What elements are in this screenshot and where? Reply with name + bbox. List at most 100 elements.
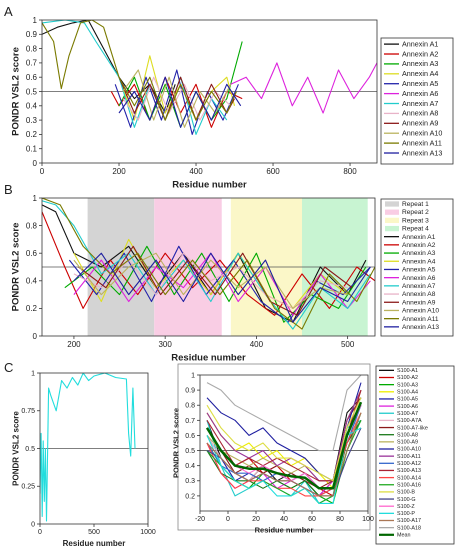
panel-c-main-chart-x-tick-label-2: 500 (88, 529, 100, 536)
panel-a-chart-y-tick-label-2: 0.1 (26, 145, 38, 154)
panel-a-legend-entry-3: Annexin A3 (402, 59, 438, 68)
panel-c-inset-chart-series-line-18 (206, 397, 362, 482)
panel-b-chart-series-group (42, 198, 375, 330)
panel-c-inset-chart-y-tick-label-3: 0.4 (185, 463, 195, 470)
panel-a-legend-entry-12: Annexin A13 (402, 148, 442, 157)
panel-c-legend-entry-15: S100-A13 (397, 468, 421, 474)
panel-b-chart-x-axis-label: Residue number (171, 353, 246, 364)
panel-c-legend-entry-1: S100-A1 (397, 368, 418, 374)
panel-c-inset-chart-y-tick-label-7: 0.8 (185, 403, 195, 410)
panel-c-inset-chart-x-tick-label-1: -20 (195, 516, 205, 523)
panel-b-legend-entry-14: Annexin A10 (402, 308, 439, 315)
panel-b-legend-band-swatch-4 (385, 225, 399, 232)
panel-c-inset-chart-x-tick-label-5: 60 (308, 516, 316, 523)
panel-label-b: B (4, 182, 13, 197)
panel-b-chart-x-tick-label-1: 200 (67, 340, 81, 349)
panel-c-legend-entry-17: S100-A16 (397, 482, 421, 488)
panel-b-chart-y-tick-label-4: 0.6 (26, 249, 38, 258)
panel-b-legend-entry-4: Repeat 4 (402, 226, 429, 233)
panel-b-chart-y-tick-label-2: 0.2 (26, 304, 38, 313)
panel-a-chart-x-tick-label-1: 0 (40, 167, 45, 176)
panel-a-chart-y-tick-label-5: 0.4 (26, 102, 38, 111)
panel-c-inset-chart-y-tick-label-5: 0.6 (185, 433, 195, 440)
panel-a-legend-entry-8: Annexin A8 (402, 109, 438, 118)
panel-c-inset-chart-series-line-24 (205, 401, 363, 490)
panel-a-chart-x-tick-label-4: 600 (266, 167, 280, 176)
panel-b-legend-entry-9: Annexin A5 (402, 267, 436, 274)
panel-b-chart-series-line-2 (42, 211, 375, 316)
panel-a-chart-series-group (42, 20, 377, 135)
panel-c-main-chart-x-axis-label: Residue number (63, 539, 126, 548)
panel-c-inset-chart-y-axis-label: PONDR VSL2 score (172, 408, 181, 478)
panel-a-legend-entry-11: Annexin A11 (402, 138, 442, 147)
panel-c-main-chart-y-tick-label-3: 0.5 (25, 446, 35, 453)
panel-c-main-chart-y-tick-label-2: 0.25 (21, 484, 35, 491)
panel-b-legend-entry-15: Annexin A11 (402, 316, 439, 323)
panel-c-inset-chart: -20 0 20 40 60 80 100 0.2 0.3 0.4 0.5 0.6 0.7 0.8 0.9 1… (172, 372, 374, 534)
panel-c-legend: S100-A1S100-A2S100-A3S100-A4S100-A5S100-… (375, 365, 455, 545)
panel-a-legend-entry-9: Annexin A9 (402, 119, 438, 128)
panel-a-chart-x-axis-label: Residue number (172, 180, 247, 191)
panel-c-legend-entry-10: S100-A8 (397, 432, 418, 438)
panel-c-inset-chart-y-tick-label-4: 0.5 (185, 448, 195, 455)
panel-a-chart-series-line-6 (230, 62, 377, 114)
panel-a-legend-entry-4: Annexin A4 (402, 69, 438, 78)
panel-b-legend-band-swatch-2 (385, 209, 399, 215)
panel-c-inset-chart-y-tick-label-6: 0.7 (185, 418, 195, 425)
panel-c-main-chart-series-group (40, 373, 136, 522)
panel-c-legend-entry-12: S100-A10 (397, 447, 421, 453)
panel-a-chart-y-tick-label-3: 0.2 (26, 130, 38, 139)
panel-a-chart-y-tick-label-9: 0.8 (26, 44, 38, 53)
panel-c-legend-entry-13: S100-A11 (397, 454, 421, 460)
panel-b-chart-series-line-10 (73, 252, 348, 309)
panel-a-chart-y-tick-label-1: 0 (33, 159, 38, 168)
panel-c-main-chart-series-line-1 (40, 373, 136, 522)
panel-b-legend-entry-10: Annexin A6 (402, 275, 436, 282)
panel-c-legend-entry-22: S100-A17 (397, 518, 421, 524)
panel-c-legend-entry-2: S100-A2 (397, 375, 418, 381)
panel-c-legend-entry-5: S100-A5 (397, 397, 418, 403)
panel-b-legend-entry-12: Annexin A8 (402, 291, 436, 298)
panel-a-chart: 0 200 400 600 800 0 0.1 0.2 0.3 0.4 0.5 0.6 0.7 0.8 0.… (10, 16, 378, 191)
panel-b-legend-entry-5: Annexin A1 (402, 234, 436, 241)
panel-b-legend-entry-1: Repeat 1 (402, 201, 429, 208)
panel-c-legend-entry-3: S100-A3 (397, 382, 418, 388)
panel-a-chart-series-line-8 (122, 76, 232, 121)
panel-c-legend-entry-20: S100-Z (397, 504, 415, 510)
panel-c-inset-chart-series-line-22 (206, 412, 362, 497)
panel-c-main-chart-y-tick-label-5: 1 (31, 370, 35, 377)
panel-b-chart-y-tick-label-5: 0.8 (26, 221, 38, 230)
panel-c-legend-entry-18: S100-B (397, 490, 415, 496)
panel-label-a: A (4, 4, 13, 19)
panel-a-chart-y-tick-label-8: 0.7 (26, 59, 38, 68)
panel-c-main-chart-x-tick-label-3: 1000 (140, 529, 156, 536)
panel-c-main-chart: 0 500 1000 0 0.25 0.5 0.75 1 Residue number PONDR… (12, 370, 156, 548)
panel-b-chart-series-line-8 (73, 252, 348, 309)
panel-c-main-chart-x-tick-label-1: 0 (38, 529, 42, 536)
panel-c-legend-entry-11: S100-A9 (397, 440, 418, 446)
panel-a-legend-entry-2: Annexin A2 (402, 49, 438, 58)
panel-b-legend-entry-7: Annexin A3 (402, 250, 436, 257)
panel-b-chart-x-tick-label-3: 400 (250, 340, 264, 349)
panel-a-legend-entry-1: Annexin A1 (402, 39, 438, 48)
panel-b-legend-band-swatch-3 (385, 217, 399, 224)
panel-c-legend-entry-16: S100-A14 (397, 475, 421, 481)
panel-b-chart-x-tick-label-4: 500 (341, 340, 355, 349)
panel-c-inset-chart-y-tick-label-1: 0.2 (185, 493, 195, 500)
panel-c-inset-chart-x-axis-label: Residue number (255, 526, 314, 535)
panel-a-chart-x-tick-label-5: 800 (343, 167, 357, 176)
panel-a-chart-y-tick-label-4: 0.3 (26, 116, 38, 125)
panel-b-chart-y-tick-label-3: 0.4 (26, 277, 38, 286)
panel-c-main-chart-y-axis-label: PONDR VSL2 score (12, 411, 21, 486)
panel-c-legend-entry-14: S100-A12 (397, 461, 421, 467)
panel-b-legend-entry-8: Annexin A4 (402, 258, 436, 265)
panel-c-inset-chart-x-tick-label-6: 80 (336, 516, 344, 523)
panel-b-chart-series-line-12 (73, 252, 371, 323)
panel-a-legend-entry-6: Annexin A6 (402, 89, 438, 98)
panel-b-chart-x-tick-label-2: 300 (158, 340, 172, 349)
panel-b-chart-y-tick-label-6: 1 (33, 194, 38, 203)
panel-b-chart-y-axis-label: PONDR VSL2 score (10, 223, 21, 312)
panel-b-chart-frame (41, 197, 376, 337)
